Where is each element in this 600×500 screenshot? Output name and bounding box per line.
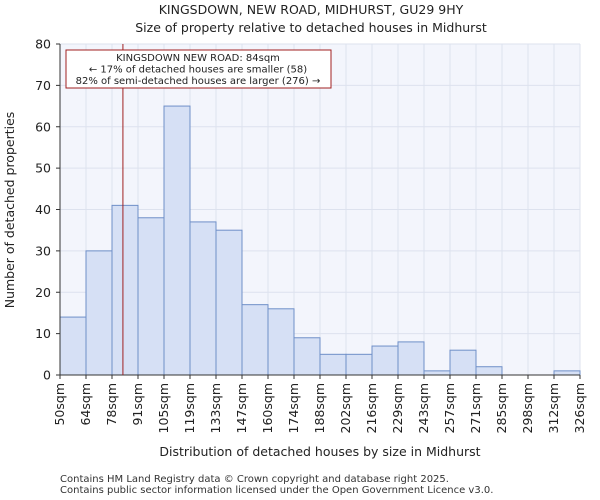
annotation-box [65, 49, 332, 89]
x-tick-label: 285sqm [494, 383, 509, 433]
x-tick-label: 133sqm [208, 383, 223, 433]
y-tick-label: 40 [35, 202, 51, 217]
x-tick-label: 202sqm [338, 383, 353, 433]
annotation-line: 82% of semi-detached houses are larger (… [76, 76, 321, 87]
chart-subtitle: Size of property relative to detached ho… [135, 20, 487, 35]
bar [215, 229, 243, 376]
bar [319, 353, 347, 376]
x-tick-label: 257sqm [442, 383, 457, 433]
y-tick-label: 70 [35, 78, 51, 93]
x-tick-label: 91sqm [130, 383, 145, 426]
x-tick-label: 50sqm [52, 383, 67, 426]
x-tick-label: 326sqm [572, 383, 587, 433]
y-tick-label: 30 [35, 243, 51, 258]
x-tick-label: 188sqm [312, 383, 327, 433]
x-tick-label: 160sqm [260, 383, 275, 433]
bars [59, 105, 581, 376]
bar [163, 105, 191, 376]
axes: 0 10 20 30 40 50 60 70 80 50sqm 64sqm 78sqm 91sqm 105… [35, 37, 587, 434]
property-marker: KINGSDOWN NEW ROAD: 84sqm← 17% of detach… [65, 44, 332, 375]
bar [137, 217, 165, 376]
y-tick-label: 80 [35, 37, 51, 52]
chart-title: KINGSDOWN, NEW ROAD, MIDHURST, GU29 9HY [159, 2, 464, 17]
x-tick-label: 119sqm [182, 383, 197, 433]
x-tick-label: 105sqm [156, 383, 171, 433]
bar [371, 345, 399, 376]
annotation-line: KINGSDOWN NEW ROAD: 84sqm [116, 53, 280, 64]
y-tick-label: 10 [35, 326, 51, 341]
x-tick-label: 312sqm [546, 383, 561, 433]
y-tick-label: 50 [35, 161, 51, 176]
y-axis-label: Number of detached properties [2, 112, 17, 309]
annotation-line: ← 17% of detached houses are smaller (58… [89, 65, 307, 76]
bar [449, 349, 477, 376]
bar [85, 250, 113, 376]
y-tick-label: 60 [35, 119, 51, 134]
x-tick-label: 216sqm [364, 383, 379, 433]
bar [423, 370, 451, 376]
x-tick-label: 298sqm [520, 383, 535, 433]
bar [553, 370, 581, 376]
x-tick-label: 78sqm [104, 383, 119, 426]
x-tick-label: 229sqm [390, 383, 405, 433]
x-tick-label: 271sqm [468, 383, 483, 433]
x-tick-label: 174sqm [286, 383, 301, 433]
y-tick-label: 20 [35, 285, 51, 300]
bar [111, 204, 139, 376]
bar [293, 337, 321, 376]
bar [189, 221, 217, 376]
bar [59, 316, 87, 376]
x-tick-label: 243sqm [416, 383, 431, 433]
x-tick-label: 64sqm [78, 383, 93, 426]
x-tick-label: 147sqm [234, 383, 249, 433]
bar [475, 366, 503, 376]
footer-licence: Contains public sector information licen… [60, 485, 494, 496]
bar [267, 308, 295, 376]
y-tick-label: 0 [43, 368, 51, 383]
bar [397, 341, 425, 376]
bar [345, 353, 373, 376]
footer-copyright: Contains HM Land Registry data © Crown c… [60, 474, 449, 485]
bar [241, 304, 269, 376]
x-axis-label: Distribution of detached houses by size … [159, 444, 480, 459]
